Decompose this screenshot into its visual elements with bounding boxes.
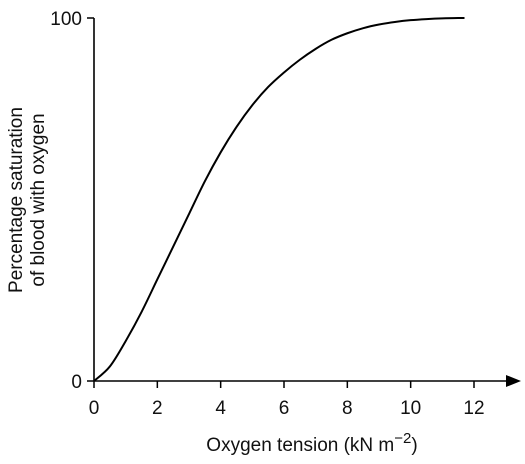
y-tick-label: 100 [50, 9, 82, 30]
x-tick-label: 4 [215, 398, 226, 419]
x-axis-label-exponent: −2 [394, 430, 411, 447]
y-axis-label: Percentage saturation of blood with oxyg… [6, 107, 49, 293]
x-tick-label: 0 [89, 398, 100, 419]
y-tick-label: 0 [71, 372, 82, 393]
x-axis-arrowhead [506, 375, 521, 387]
x-axis-ticks: 0 2 4 6 8 10 12 [89, 381, 485, 419]
x-axis-label-main: Oxygen tension (kN m [206, 435, 394, 456]
y-axis-label-line-1: Percentage saturation [6, 107, 27, 293]
x-tick-label: 2 [152, 398, 163, 419]
saturation-curve [93, 16, 465, 382]
x-axis-label-close: ) [411, 435, 417, 456]
y-axis-ticks: 0 100 [50, 9, 94, 393]
x-tick-label: 10 [400, 398, 421, 419]
x-tick-label: 8 [342, 398, 353, 419]
y-axis-label-line-2: of blood with oxygen [28, 113, 49, 286]
x-axis-label: Oxygen tension (kN m−2) [206, 430, 417, 456]
x-tick-label: 6 [279, 398, 290, 419]
x-tick-label: 12 [463, 398, 484, 419]
